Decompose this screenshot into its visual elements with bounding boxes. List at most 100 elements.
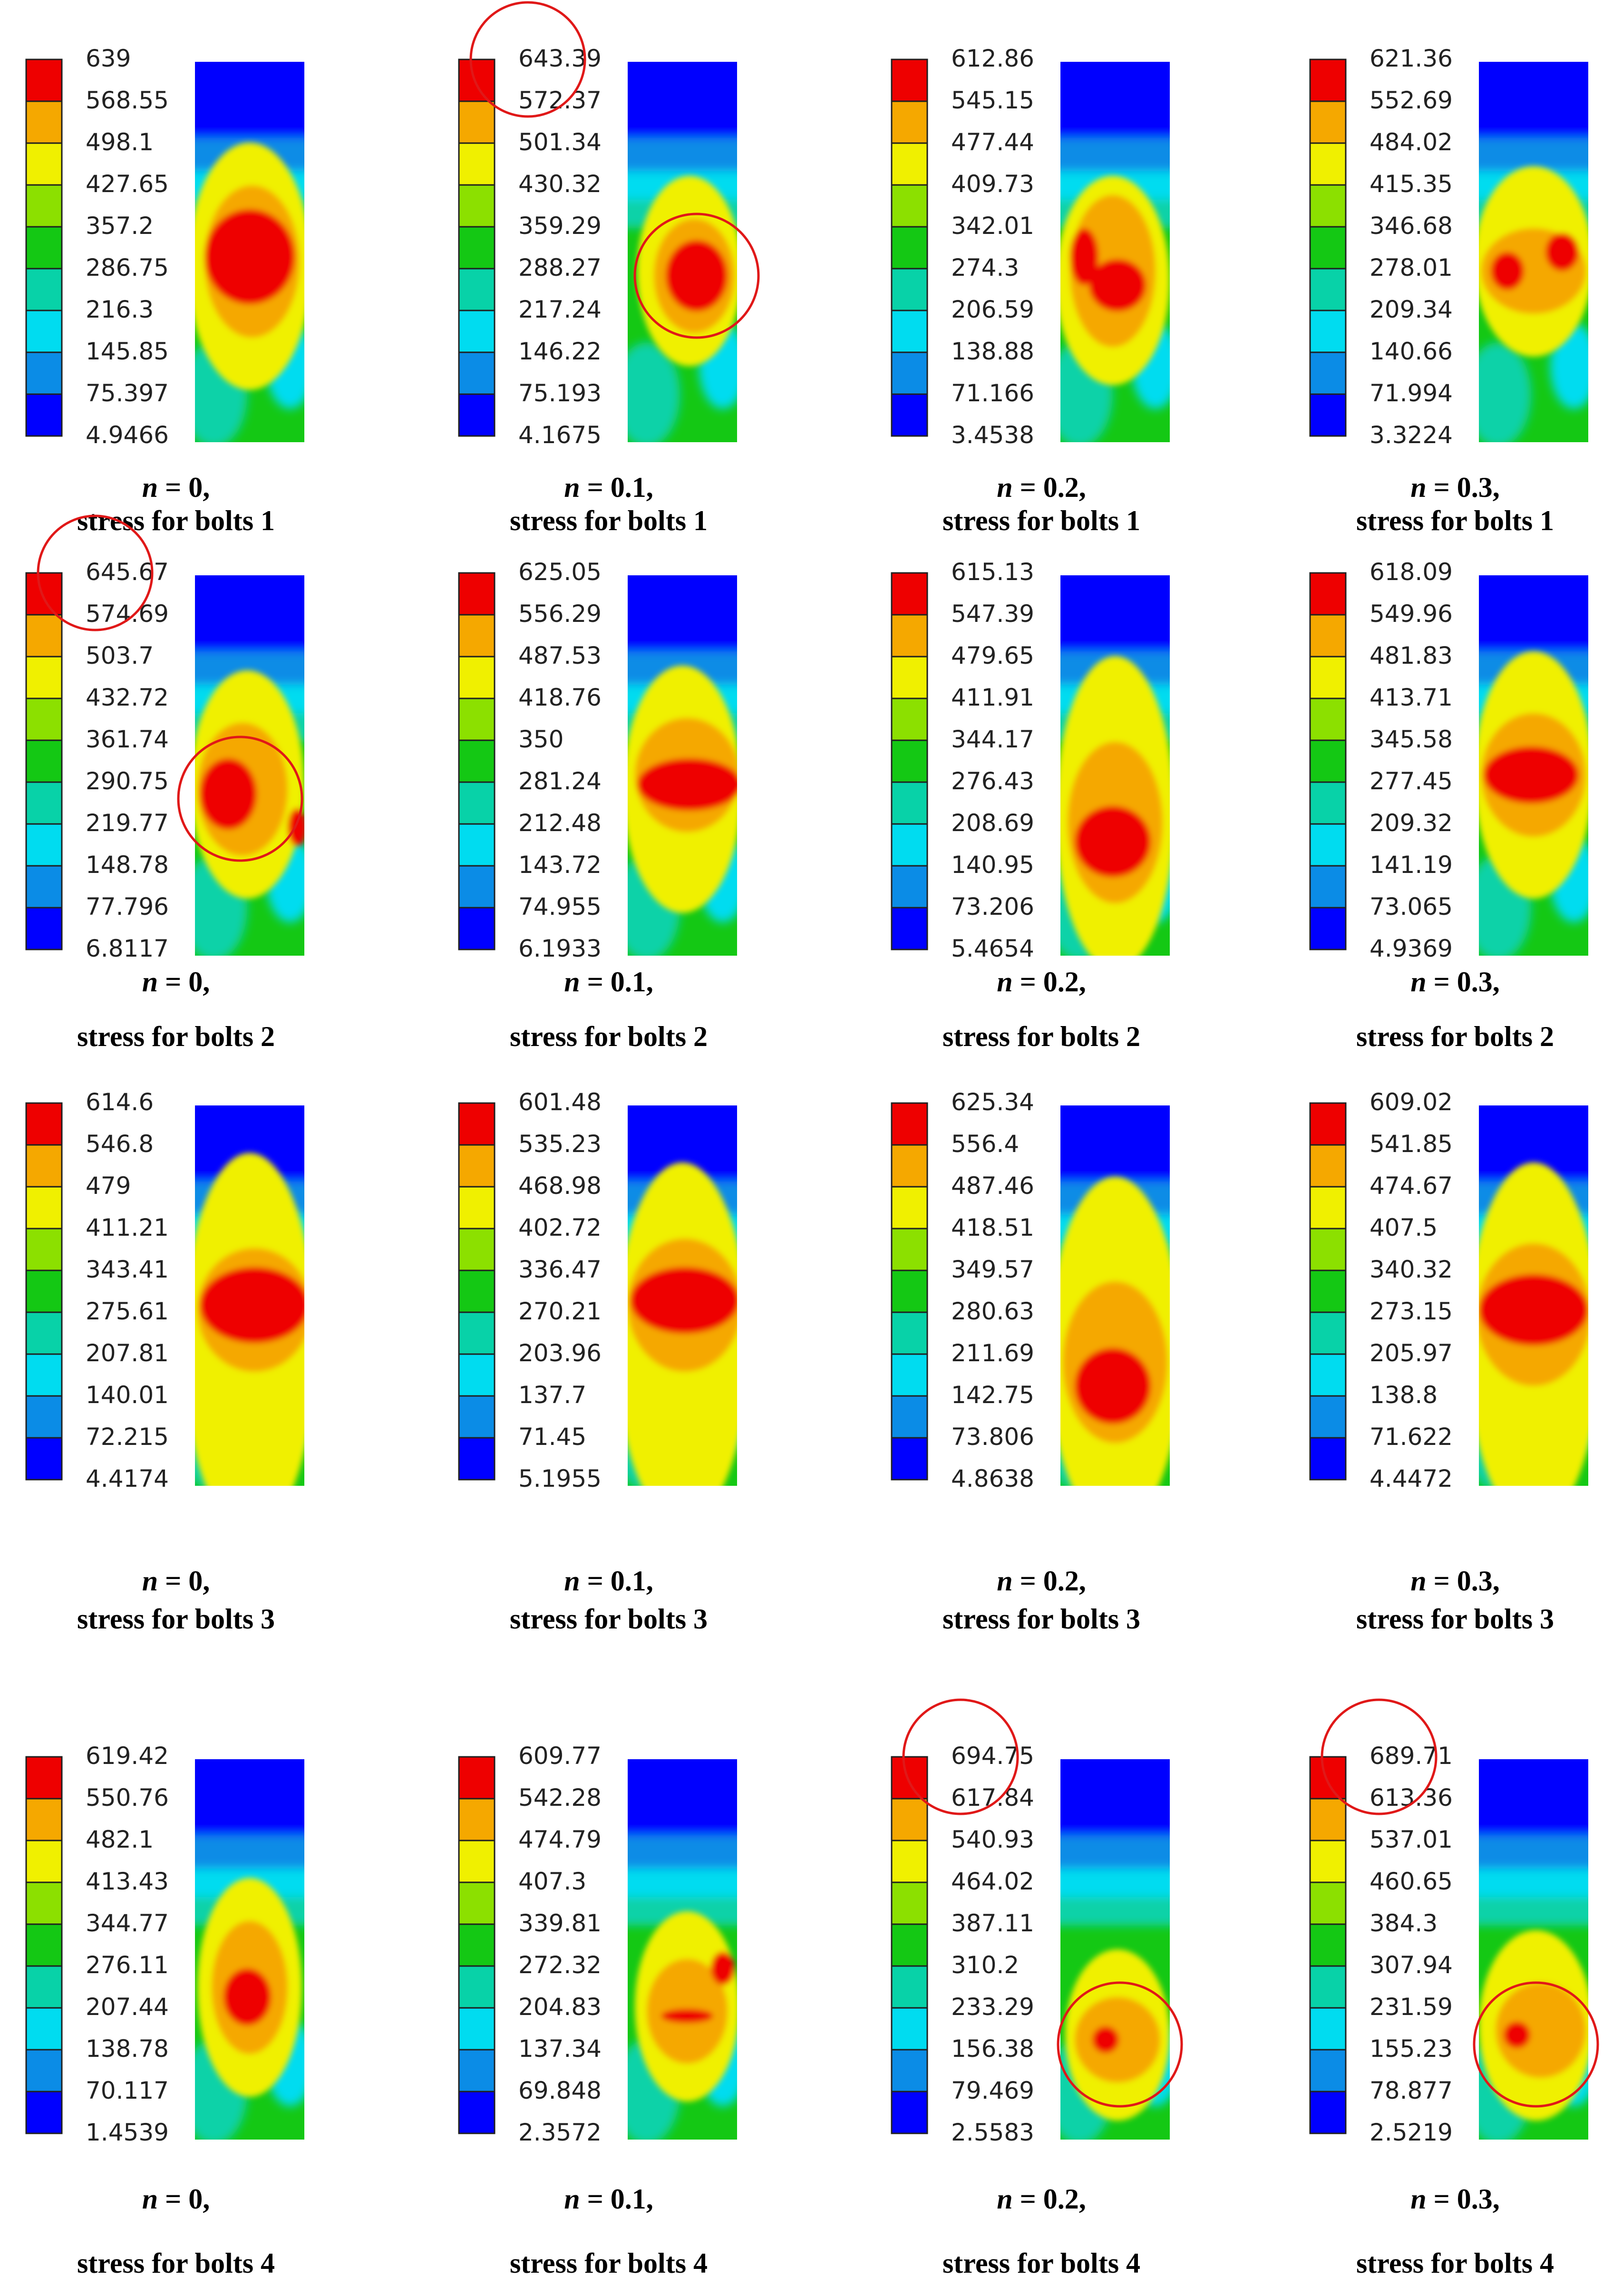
legend-value: 145.85 [86,338,169,365]
legend-value: 409.73 [951,170,1034,198]
panel-bolt-caption: stress for bolts 3 [942,1603,1140,1635]
legend-swatch [458,1269,495,1313]
legend-colorbar [25,572,63,950]
legend-value: 277.45 [1370,767,1453,795]
stress-region [1479,1274,1588,1346]
legend-swatch [25,2091,63,2134]
legend-value: 307.94 [1370,1951,1453,1979]
legend-value: 78.877 [1370,2077,1453,2104]
legend-value: 556.29 [518,600,602,628]
legend-swatch [1309,572,1347,616]
legend-value: 430.32 [518,170,602,198]
legend-value: 5.1955 [518,1465,602,1492]
legend-swatch [25,1840,63,1883]
legend-swatch [891,184,928,228]
legend-swatch [891,58,928,102]
legend-swatch [25,614,63,658]
legend-swatch [25,58,63,102]
bolt-contour [628,1759,737,2140]
legend-swatch [891,907,928,950]
panel-bolt-caption: stress for bolts 1 [77,505,275,536]
legend-swatch [891,739,928,783]
legend-value: 621.36 [1370,45,1453,72]
hot-spot-highlight [1057,1981,1183,2108]
legend-value: 1.4539 [86,2119,169,2146]
legend-swatch [458,1798,495,1841]
max-value-highlight [469,1,586,118]
legend-value: 568.55 [86,87,169,114]
stress-region [1545,233,1579,271]
legend-swatch [25,1102,63,1146]
bolt-contour [195,62,304,442]
legend-swatch [25,226,63,270]
legend-swatch [891,1965,928,2009]
legend-value: 71.166 [951,379,1034,407]
max-value-highlight [37,514,154,631]
legend-value: 4.4174 [86,1465,169,1492]
stress-panel: 614.6 546.8 479 411.21 343.41 275.61 207.81 140… [25,1088,304,1492]
legend-value: 639 [86,45,131,72]
legend-value: 146.22 [518,338,602,365]
hot-spot-highlight [633,213,760,339]
panel-bolt-caption: stress for bolts 2 [510,1021,708,1052]
legend-value: 272.32 [518,1951,602,1979]
stress-region [1504,2022,1530,2048]
legend-swatch [25,1965,63,2009]
legend-value: 689.71 [1370,1742,1453,1770]
legend-value: 387.11 [951,1909,1034,1937]
legend-swatch [25,100,63,144]
legend-swatch [891,393,928,437]
legend-swatch [1309,614,1347,658]
hot-spot-highlight [177,736,303,862]
legend-value: 207.81 [86,1339,169,1367]
legend-colorbar [458,1756,495,2134]
legend-swatch [891,1102,928,1146]
legend-value: 276.11 [86,1951,169,1979]
legend-value: 211.69 [951,1339,1034,1367]
legend-colorbar [891,1102,928,1481]
legend-swatch [458,1881,495,1925]
bolt-contour [195,1759,304,2140]
legend-value: 138.78 [86,2035,169,2063]
stress-region [630,1267,737,1334]
stress-region [1491,252,1524,290]
legend-value: 77.796 [86,893,169,920]
legend-swatch [458,100,495,144]
legend-colorbar [1309,58,1347,437]
panel-n-caption: n = 0, [142,472,210,503]
legend-swatch [891,226,928,270]
bolt-contour [1479,62,1588,442]
legend-swatch [1309,351,1347,395]
legend-swatch [891,100,928,144]
legend-value: 613.36 [1370,1784,1453,1812]
legend-value: 359.29 [518,212,602,240]
legend-value: 288.27 [518,254,602,281]
legend-value: 2.5583 [951,2119,1034,2146]
panel-bolt-caption: stress for bolts 1 [1356,505,1554,536]
legend-value: 280.63 [951,1298,1034,1325]
panel-n-caption: n = 0, [142,2183,210,2215]
legend-swatch [891,351,928,395]
legend-swatch [891,1186,928,1230]
legend-value: 69.848 [518,2077,602,2104]
stress-panel: 612.86 545.15 477.44 409.73 342.01 274.3 206.5… [891,45,1170,449]
legend-value: 432.72 [86,684,169,711]
max-value-highlight [1321,1698,1438,1815]
panel-bolt-caption: stress for bolts 4 [510,2248,708,2279]
legend-swatch [1309,1186,1347,1230]
legend-value: 413.43 [86,1868,169,1895]
panel-bolt-caption: stress for bolts 1 [510,505,708,536]
legend-value: 402.72 [518,1214,602,1241]
legend-swatch [25,865,63,909]
legend-value: 415.35 [1370,170,1453,198]
legend-value: 155.23 [1370,2035,1453,2063]
legend-swatch [1309,1102,1347,1146]
legend-swatch [458,1965,495,2009]
legend-value: 340.32 [1370,1256,1453,1283]
legend-value: 460.65 [1370,1868,1453,1895]
stress-panel: 689.71 613.36 537.01 460.65 384.3 307.94 231.5… [1309,1698,1599,2146]
stress-panel: 615.13 547.39 479.65 411.91 344.17 276.43 208.… [891,558,1170,962]
legend-swatch [25,2049,63,2093]
legend-value: 545.15 [951,87,1034,114]
legend-swatch [1309,142,1347,186]
